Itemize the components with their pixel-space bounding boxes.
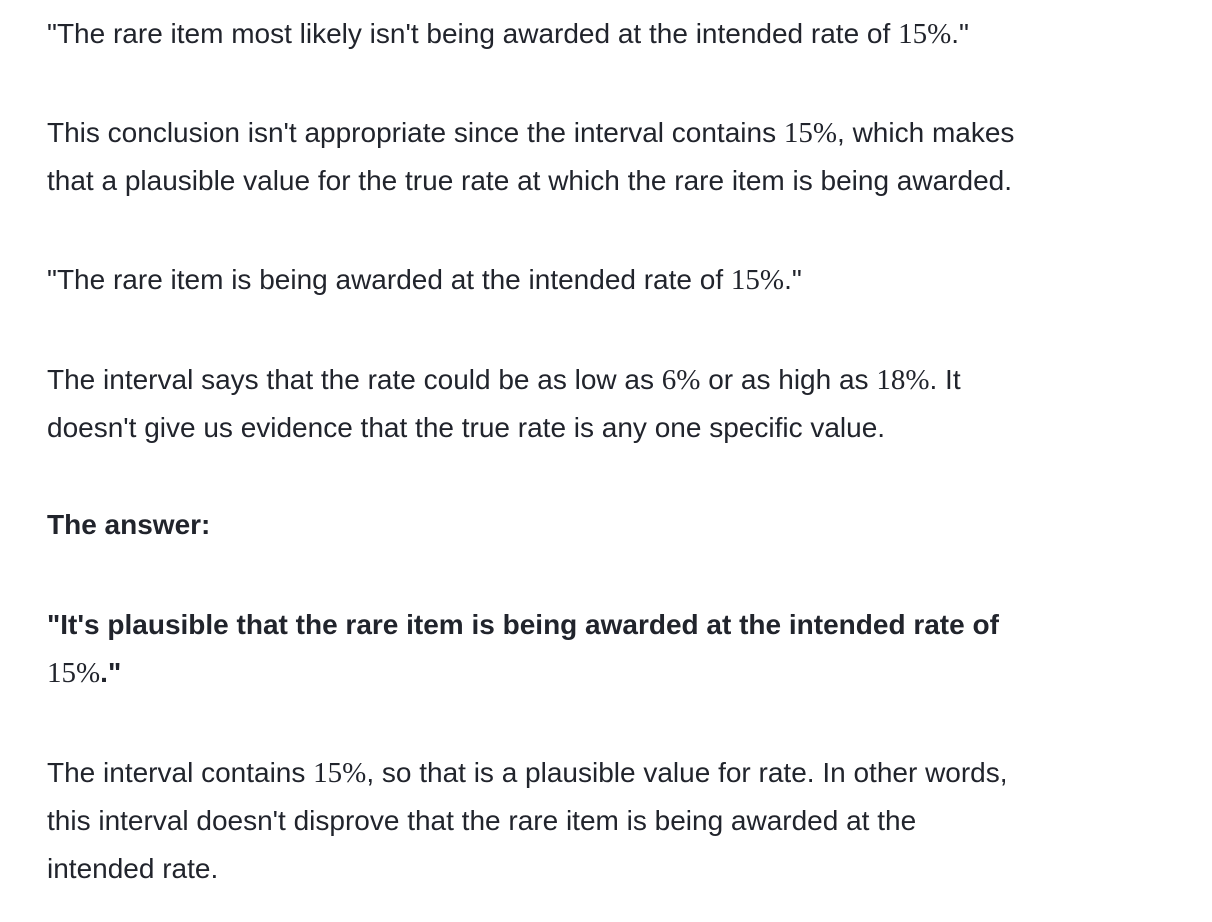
answer-quote-plausible: "It's plausible that the rare item is be… xyxy=(47,601,999,697)
text-run: this interval doesn't disprove that the … xyxy=(47,805,917,836)
math-value: 15% xyxy=(313,757,367,789)
text-run: "It's plausible that the rare item is be… xyxy=(47,609,999,640)
answer-heading: The answer: xyxy=(47,501,210,549)
option-explanation-interval-range: The interval says that the rate could be… xyxy=(47,356,961,452)
math-value: 15% xyxy=(898,18,952,50)
math-value: 15% xyxy=(47,657,101,689)
text-run: ." xyxy=(784,264,802,295)
text-run: , which makes xyxy=(837,117,1015,148)
math-value: 15% xyxy=(730,264,785,296)
text-run: , so that is a plausible value for rate.… xyxy=(366,757,1008,788)
option-quote-intended-rate: "The rare item is being awarded at the i… xyxy=(47,256,802,304)
text-run: "The rare item most likely isn't being a… xyxy=(47,18,899,49)
option-explanation-not-appropriate: This conclusion isn't appropriate since … xyxy=(47,109,1014,205)
text-run: or as high as xyxy=(700,364,877,395)
text-run: The interval says that the rate could be… xyxy=(47,364,662,395)
text-run: that a plausible value for the true rate… xyxy=(47,165,1012,196)
text-run: ." xyxy=(100,657,122,688)
option-quote-not-intended-rate: "The rare item most likely isn't being a… xyxy=(47,10,969,58)
answer-explanation: The interval contains 15%, so that is a … xyxy=(47,749,1008,893)
text-run: The interval contains xyxy=(47,757,314,788)
text-run: doesn't give us evidence that the true r… xyxy=(47,412,886,443)
text-run: "The rare item is being awarded at the i… xyxy=(47,264,731,295)
text-run: ." xyxy=(951,18,969,49)
text-run: intended rate. xyxy=(47,853,219,884)
text-run: The answer: xyxy=(47,509,211,540)
text-run: . It xyxy=(929,364,961,395)
math-value: 15% xyxy=(783,117,838,149)
math-value: 18% xyxy=(876,364,930,396)
text-run: This conclusion isn't appropriate since … xyxy=(47,117,784,148)
math-value: 6% xyxy=(661,364,701,396)
